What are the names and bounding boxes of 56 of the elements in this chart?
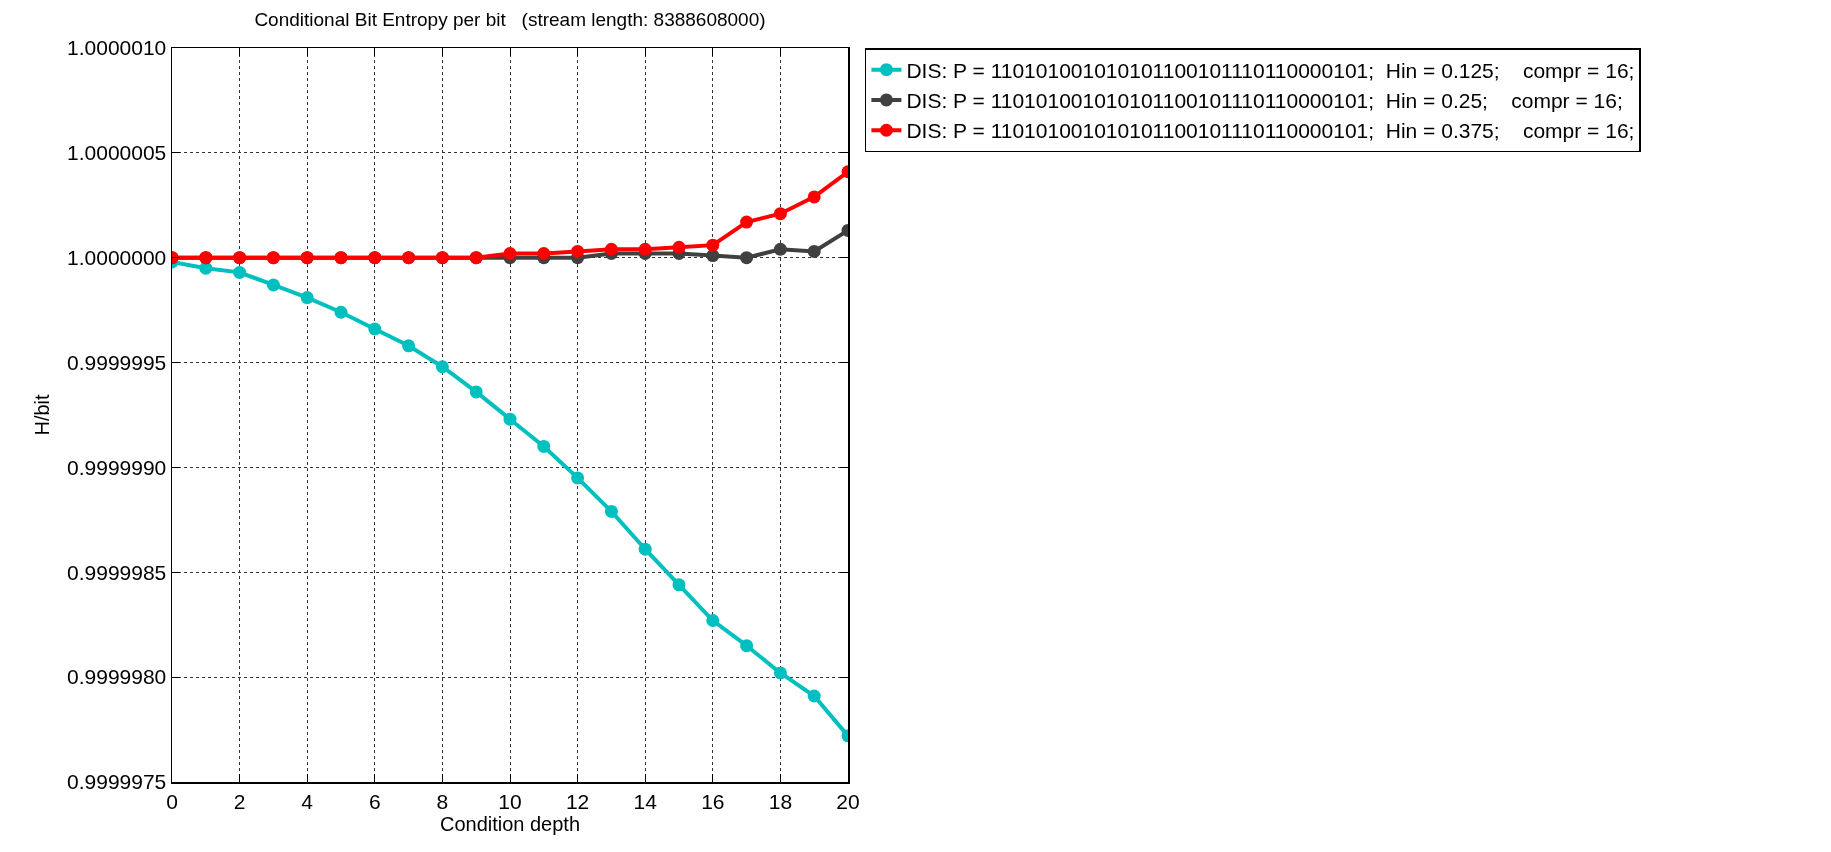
point bbox=[435, 360, 449, 374]
legend-label: DIS: P = 110101001010101100101110110000101; Hin = 0.25; compr = 16; bbox=[906, 89, 1623, 113]
point bbox=[706, 614, 720, 628]
y-tick-label: 0.9999990 bbox=[67, 455, 167, 479]
legend-label: DIS: P = 110101001010101100101110110000101; Hin = 0.375; compr = 16; bbox=[906, 119, 1635, 143]
point bbox=[773, 666, 787, 680]
point bbox=[604, 504, 618, 518]
point bbox=[537, 439, 551, 453]
x-tick-label: 16 bbox=[701, 789, 725, 813]
point bbox=[334, 305, 348, 319]
x-tick-label: 20 bbox=[836, 789, 860, 813]
y-tick-label: 0.9999995 bbox=[67, 350, 167, 374]
y-axis-title: H/bit bbox=[30, 394, 53, 436]
point bbox=[773, 242, 787, 256]
point bbox=[740, 639, 754, 653]
legend-label: DIS: P = 110101001010101100101110110000101; Hin = 0.125; compr = 16; bbox=[906, 58, 1635, 82]
x-tick-label: 0 bbox=[166, 789, 178, 813]
x-tick-label: 6 bbox=[368, 789, 381, 813]
point bbox=[537, 247, 551, 261]
point bbox=[604, 242, 618, 256]
x-tick-label: 12 bbox=[565, 789, 590, 813]
point bbox=[706, 238, 720, 252]
point bbox=[402, 339, 416, 353]
point bbox=[807, 190, 821, 204]
x-tick-label: 8 bbox=[436, 789, 449, 813]
point bbox=[368, 322, 382, 336]
x-tick-label: 10 bbox=[498, 789, 522, 813]
chart-title: Conditional Bit Entropy per bit (stream length: 8388608000) bbox=[254, 9, 766, 31]
point bbox=[233, 265, 247, 279]
point bbox=[503, 247, 517, 261]
point bbox=[672, 578, 686, 592]
point bbox=[638, 542, 652, 556]
y-tick-label: 1.0000005 bbox=[67, 141, 167, 165]
point bbox=[469, 385, 483, 399]
y-tick-label: 0.9999985 bbox=[67, 560, 167, 584]
x-axis-title: Condition depth bbox=[439, 812, 581, 835]
point bbox=[571, 471, 585, 485]
point bbox=[503, 412, 517, 426]
y-tick-label: 1.0000010 bbox=[67, 36, 167, 60]
point bbox=[638, 242, 652, 256]
x-tick-label: 14 bbox=[633, 789, 658, 813]
x-tick-label: 2 bbox=[233, 789, 246, 813]
point bbox=[300, 291, 314, 305]
x-tick-label: 18 bbox=[768, 789, 793, 813]
y-tick-label: 0.9999975 bbox=[67, 770, 167, 794]
point bbox=[807, 244, 821, 258]
y-tick-label: 0.9999980 bbox=[67, 665, 167, 689]
point bbox=[773, 207, 787, 221]
point bbox=[740, 215, 754, 229]
y-tick-label: 1.0000000 bbox=[67, 246, 167, 270]
point bbox=[266, 278, 280, 292]
point bbox=[740, 251, 754, 265]
point bbox=[672, 240, 686, 254]
point bbox=[807, 689, 821, 703]
point bbox=[571, 244, 585, 258]
x-tick-label: 4 bbox=[301, 789, 314, 813]
